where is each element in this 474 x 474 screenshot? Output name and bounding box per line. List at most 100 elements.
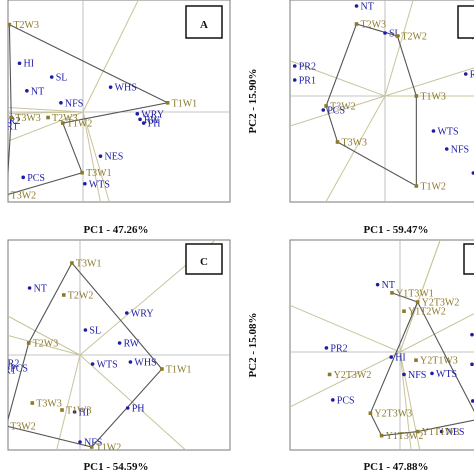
genotype-point <box>160 367 164 371</box>
sector-line <box>82 111 101 202</box>
observation-point <box>471 399 474 403</box>
observation-point <box>292 64 297 68</box>
genotype-point <box>379 433 384 438</box>
observation-point <box>402 372 406 377</box>
observation-point <box>49 75 54 79</box>
genotype-label: T1W1 <box>172 98 198 109</box>
observation-label: HI <box>395 353 406 364</box>
observation-label: WRY <box>141 109 164 120</box>
observation-label: RW <box>124 339 140 350</box>
genotype-point <box>327 372 332 377</box>
sector-line <box>290 60 386 97</box>
sector-line <box>8 111 84 142</box>
observation-label: SL <box>56 73 68 84</box>
genotype-label: Y1T3W1 <box>396 288 434 299</box>
observation-label: WRY <box>131 309 154 320</box>
observation-point <box>324 346 329 350</box>
observation-label: PCS <box>10 364 28 375</box>
genotype-point <box>60 121 65 125</box>
genotype-point <box>46 115 50 120</box>
observation-point <box>0 118 1 122</box>
observation-point <box>138 117 142 122</box>
observation-point <box>471 171 474 175</box>
genotype-label: T2W2 <box>68 291 94 302</box>
genotype-point <box>354 22 359 26</box>
observation-point <box>321 108 326 112</box>
genotype-point <box>8 22 12 27</box>
observation-point <box>27 286 32 290</box>
observation-point <box>439 429 444 434</box>
observation-label: NT <box>34 284 47 295</box>
panel-b-ylabel: PC2 - 15.90% <box>247 68 259 133</box>
observation-point <box>25 89 29 93</box>
genotype-point <box>415 429 420 434</box>
panel-d-xlabel: PC1 - 47.88% <box>363 461 428 473</box>
sector-line <box>79 354 186 450</box>
panel-a: HISLNTNFSWHSPR2PR1WRYRWPHNESPCSWTST2W3T1… <box>0 0 231 236</box>
sector-line <box>399 351 421 450</box>
observation-label: PR1 <box>0 366 16 377</box>
observation-point <box>470 362 474 367</box>
genotype-label: Y2T3W2 <box>422 298 460 309</box>
genotype-point <box>368 411 373 415</box>
sector-line <box>384 67 474 97</box>
observation-point <box>431 129 436 133</box>
genotype-label: T2W2 <box>401 32 427 43</box>
genotype-point <box>4 424 8 428</box>
panel-b-xlabel: PC1 - 59.47% <box>363 224 428 236</box>
genotype-point <box>324 104 328 108</box>
observation-label: WTS <box>89 179 110 190</box>
genotype-label: Y2T3W2 <box>334 370 372 381</box>
observation-point <box>90 362 95 366</box>
panel-d-plot: NTWRYPR2HIPCSNFSWTSWHSPHNESY1T3W1Y2T3W2Y… <box>290 240 474 450</box>
sector-line <box>290 304 401 353</box>
observation-point <box>135 112 140 116</box>
sector-line <box>290 95 386 127</box>
observation-point <box>375 282 380 287</box>
observation-label: NES <box>446 427 465 438</box>
genotype-label: T2W3 <box>361 20 387 31</box>
observation-point <box>59 101 63 105</box>
sector-line <box>56 354 81 450</box>
observation-label: PCS <box>327 106 345 117</box>
sector-line <box>399 313 474 353</box>
observation-point <box>430 371 434 376</box>
genotype-point <box>70 261 74 265</box>
genotype-point <box>26 341 31 345</box>
observation-label: NES <box>104 152 123 163</box>
panel-b-plot: NTSLWRYRWPR2PR1PCSWTSNFSPHT2W3T2W2T1W3T3… <box>290 0 474 202</box>
genotype-label: Y1T1W3 <box>422 427 460 438</box>
observation-label: HI <box>24 59 35 70</box>
panel-d-ylabel: PC2 - 15.08% <box>247 312 259 377</box>
observation-label: NT <box>31 86 44 97</box>
observation-label: WTS <box>436 369 457 380</box>
genotype-label: T1W3 <box>66 406 92 417</box>
observation-point <box>383 31 387 35</box>
genotype-label: Y1T2W2 <box>408 307 446 318</box>
genotype-label: T3W3 <box>36 399 62 410</box>
genotype-point <box>62 293 66 297</box>
panel-d: NTWRYPR2HIPCSNFSWTSWHSPHNESY1T3W1Y2T3W2Y… <box>247 239 474 473</box>
observation-label: PR1 <box>1 121 18 132</box>
sector-line <box>8 334 81 356</box>
sector-line <box>399 351 412 450</box>
sector-line <box>325 95 386 202</box>
observation-label: WHS <box>115 83 137 94</box>
genotype-label: Y2T3W3 <box>374 409 412 420</box>
observation-label: PR2 <box>3 116 20 127</box>
observation-label: PR2 <box>299 62 316 73</box>
observation-point <box>389 355 394 359</box>
genotype-point <box>390 291 394 295</box>
genotype-label: T1W3 <box>420 92 446 103</box>
observation-point <box>444 147 449 151</box>
observation-point <box>21 175 26 180</box>
genotype-label: T3W1 <box>76 259 102 270</box>
observation-point <box>83 181 87 186</box>
observation-label: NT <box>382 280 395 291</box>
genotype-point <box>402 309 406 313</box>
sector-line <box>8 107 84 113</box>
observation-label: RW <box>144 115 160 126</box>
observation-point <box>141 121 146 125</box>
